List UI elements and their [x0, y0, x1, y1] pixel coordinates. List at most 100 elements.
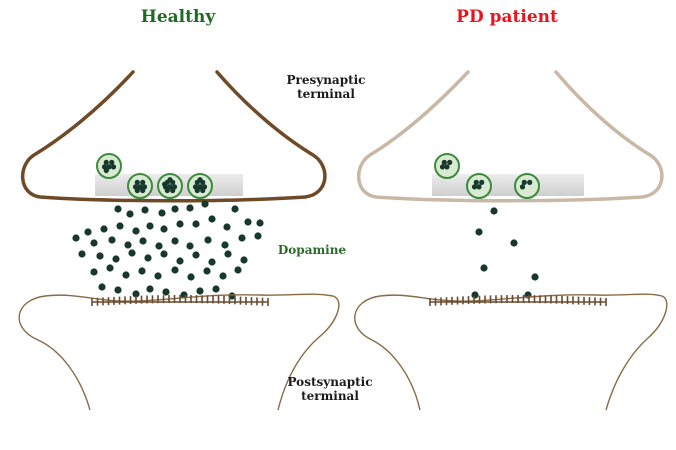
healthy-dopamine-molecule — [256, 219, 264, 227]
vesicle-dopamine — [103, 159, 109, 165]
vesicle-dopamine — [197, 184, 203, 190]
vesicle-dopamine — [447, 159, 453, 165]
vesicle-dopamine — [164, 187, 170, 194]
healthy-dopamine-molecule — [186, 204, 194, 212]
healthy-dopamine — [72, 200, 264, 300]
healthy-dopamine-molecule — [139, 237, 147, 245]
healthy-receptors — [91, 295, 269, 306]
vesicle-dopamine — [106, 164, 112, 170]
pd-postsynaptic-membrane — [354, 293, 668, 411]
healthy-dopamine-molecule — [238, 234, 246, 242]
healthy-dopamine-molecule — [98, 283, 106, 291]
healthy-dopamine-molecule — [141, 206, 149, 214]
healthy-dopamine-molecule — [132, 290, 140, 298]
pd-receptors — [429, 295, 607, 306]
healthy-dopamine-molecule — [146, 285, 154, 293]
healthy-dopamine-molecule — [90, 268, 98, 276]
vesicle-dopamine — [471, 184, 478, 190]
healthy-dopamine-molecule — [171, 205, 179, 213]
healthy-dopamine-molecule — [160, 250, 168, 258]
vesicle-dopamine — [473, 179, 479, 185]
vesicle-dopamine — [441, 159, 447, 165]
healthy-dopamine-molecule — [244, 218, 252, 226]
pd-dopamine-molecule — [510, 239, 518, 247]
healthy-dopamine-molecule — [132, 227, 140, 235]
healthy-dopamine-molecule — [176, 257, 184, 265]
pd-dopamine-molecule — [531, 273, 539, 281]
healthy-dopamine-molecule — [212, 285, 220, 293]
vesicle-dopamine — [476, 184, 482, 190]
healthy-dopamine-molecule — [203, 267, 211, 275]
healthy-dopamine-molecule — [114, 205, 122, 213]
vesicle-dopamine — [479, 179, 485, 185]
vesicle-dopamine — [167, 177, 173, 183]
healthy-dopamine-molecule — [171, 266, 179, 274]
healthy-dopamine-molecule — [208, 215, 216, 223]
vesicle-membrane — [514, 173, 540, 199]
healthy-dopamine-molecule — [196, 287, 204, 295]
healthy-vesicle — [187, 173, 213, 199]
pd-dopamine-molecule — [490, 207, 498, 215]
healthy-dopamine-molecule — [204, 236, 212, 244]
healthy-dopamine-molecule — [112, 255, 120, 263]
pd-vesicles — [434, 153, 540, 199]
vesicle-dopamine — [110, 164, 117, 170]
vesicle-dopamine — [140, 179, 146, 185]
healthy-dopamine-molecule — [78, 250, 86, 258]
healthy-presynaptic-membrane — [20, 70, 327, 203]
healthy-dopamine-molecule — [234, 266, 242, 274]
healthy-dopamine-molecule — [219, 272, 227, 280]
healthy-dopamine-molecule — [144, 254, 152, 262]
pd-presynaptic-membrane — [356, 70, 664, 203]
vesicle-dopamine — [134, 179, 140, 185]
healthy-vesicle — [96, 153, 122, 179]
healthy-dopamine-molecule — [201, 200, 209, 208]
dopamine-label: Dopamine — [277, 243, 347, 257]
healthy-vesicle — [127, 173, 153, 199]
pd-panel — [354, 70, 668, 411]
vesicle-dopamine — [170, 187, 176, 194]
pd-vesicle — [514, 173, 540, 199]
healthy-dopamine-molecule — [208, 258, 216, 266]
vesicle-dopamine — [137, 184, 143, 190]
pd-vesicle — [466, 173, 492, 199]
vesicle-dopamine — [439, 164, 446, 170]
healthy-dopamine-molecule — [124, 241, 132, 249]
healthy-vesicles — [96, 153, 213, 199]
vesicle-dopamine — [444, 164, 450, 170]
healthy-dopamine-molecule — [72, 234, 80, 242]
healthy-dopamine-molecule — [138, 267, 146, 275]
healthy-dopamine-molecule — [224, 250, 232, 258]
vesicle-dopamine — [167, 184, 173, 190]
healthy-dopamine-molecule — [162, 288, 170, 296]
vesicle-dopamine — [521, 179, 527, 185]
vesicle-dopamine — [197, 177, 203, 183]
healthy-dopamine-molecule — [171, 237, 179, 245]
pd-release-zone — [432, 174, 584, 196]
pd-patient-title: PD patient — [456, 7, 558, 27]
healthy-title: Healthy — [140, 7, 216, 27]
pd-dopamine-molecule — [475, 228, 483, 236]
presynaptic-terminal-label: Presynaptic terminal — [286, 73, 366, 101]
pd-dopamine — [471, 207, 539, 299]
healthy-dopamine-molecule — [192, 251, 200, 259]
healthy-dopamine-molecule — [146, 222, 154, 230]
vesicle-dopamine — [194, 187, 200, 194]
vesicle-dopamine — [527, 179, 533, 185]
healthy-dopamine-molecule — [106, 264, 114, 272]
healthy-dopamine-molecule — [223, 223, 231, 231]
healthy-dopamine-molecule — [84, 228, 92, 236]
healthy-dopamine-molecule — [122, 271, 130, 279]
healthy-dopamine-molecule — [126, 210, 134, 218]
healthy-dopamine-molecule — [186, 242, 194, 250]
vesicle-dopamine — [140, 187, 146, 194]
healthy-panel — [18, 70, 340, 411]
healthy-vesicle — [157, 173, 183, 199]
pd-dopamine-molecule — [471, 291, 479, 299]
healthy-dopamine-molecule — [187, 273, 195, 281]
healthy-dopamine-molecule — [155, 242, 163, 250]
healthy-dopamine-molecule — [90, 239, 98, 247]
healthy-dopamine-molecule — [158, 209, 166, 217]
